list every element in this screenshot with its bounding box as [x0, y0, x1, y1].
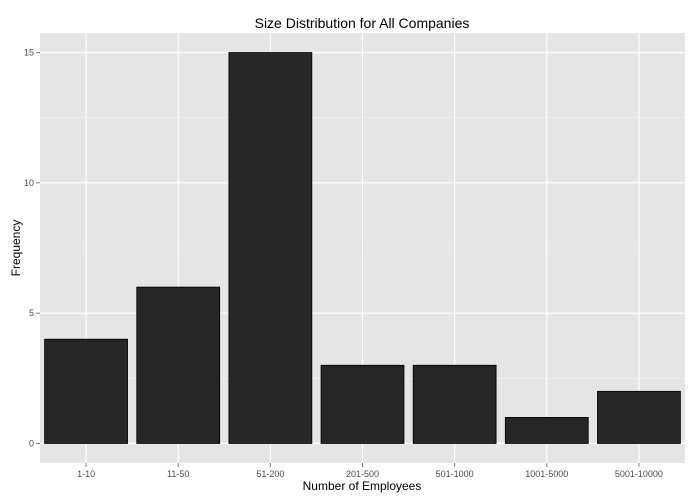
bars — [44, 52, 681, 444]
x-tick-label: 11-50 — [167, 469, 189, 479]
x-axis-label: Number of Employees — [303, 479, 422, 493]
x-tick-label: 5001-10000 — [615, 469, 663, 479]
x-tick-label: 201-500 — [346, 469, 379, 479]
bar-501-1000 — [412, 364, 497, 444]
bar-5001-10000 — [597, 390, 681, 444]
bar-11-50 — [136, 286, 221, 444]
bar-201-500 — [320, 364, 405, 444]
y-tick-label: 5 — [29, 308, 34, 318]
x-tick-label: 51-200 — [256, 469, 284, 479]
y-tick-label: 0 — [29, 438, 34, 448]
y-axis-ticks: 0 5 10 15 — [24, 48, 40, 448]
x-tick-label: 501-1000 — [436, 469, 474, 479]
x-tick-label: 1-10 — [77, 469, 95, 479]
y-axis-label: Frequency — [9, 220, 23, 277]
bar-1001-5000 — [504, 416, 589, 444]
bar-51-200 — [228, 52, 313, 444]
y-tick-label: 10 — [24, 178, 34, 188]
x-axis-ticks: 1-10 11-50 51-200 201-500 501-1000 1001-5000 5… — [77, 463, 663, 479]
bar-1-10 — [44, 338, 128, 444]
x-tick-label: 1001-5000 — [525, 469, 568, 479]
y-tick-label: 15 — [24, 48, 34, 58]
chart-title: Size Distribution for All Companies — [255, 15, 470, 31]
